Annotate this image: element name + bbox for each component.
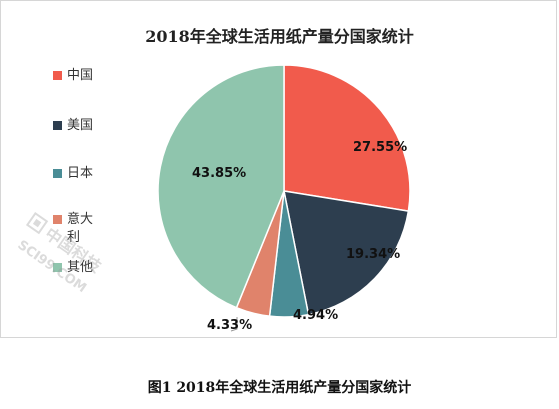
legend-swatch-other <box>53 263 62 272</box>
legend-item-china: 中国 <box>53 67 107 85</box>
legend-swatch-japan <box>53 169 62 178</box>
figure-caption: 图1 2018年全球生活用纸产量分国家统计 <box>147 380 412 396</box>
chart-frame: 2018年全球生活用纸产量分国家统计 27.55% 19.34% 4.94% 4.33… <box>0 0 557 338</box>
pie-chart: 27.55% 19.34% 4.94% 4.33% 43.85% <box>157 64 411 333</box>
data-label-other: 43.85% <box>192 166 246 181</box>
legend-label-other: 其他 <box>67 260 94 275</box>
legend-label-china: 中国 <box>67 68 94 83</box>
legend-swatch-usa <box>53 121 62 130</box>
data-label-usa: 19.34% <box>346 247 400 262</box>
leader-line-italy <box>230 317 238 332</box>
data-label-japan: 4.94% <box>293 308 338 323</box>
legend-item-other: 其他 <box>53 259 107 277</box>
chart-title: 2018年全球生活用纸产量分国家统计 <box>145 27 414 46</box>
legend-swatch-china <box>53 71 62 80</box>
data-label-italy: 4.33% <box>207 318 252 333</box>
legend-label-usa: 美国 <box>67 118 94 133</box>
pie-slice-china <box>283 64 411 212</box>
data-label-china: 27.55% <box>353 140 407 155</box>
legend-item-italy: 意大利 <box>53 211 95 247</box>
pie-slice-other <box>157 64 285 309</box>
legend-label-italy: 意大利 <box>67 212 94 245</box>
legend-item-usa: 美国 <box>53 117 107 135</box>
legend-item-japan: 日本 <box>53 165 107 183</box>
legend-label-japan: 日本 <box>67 166 94 181</box>
pie-slice-usa <box>283 190 410 316</box>
legend-swatch-italy <box>53 215 62 224</box>
